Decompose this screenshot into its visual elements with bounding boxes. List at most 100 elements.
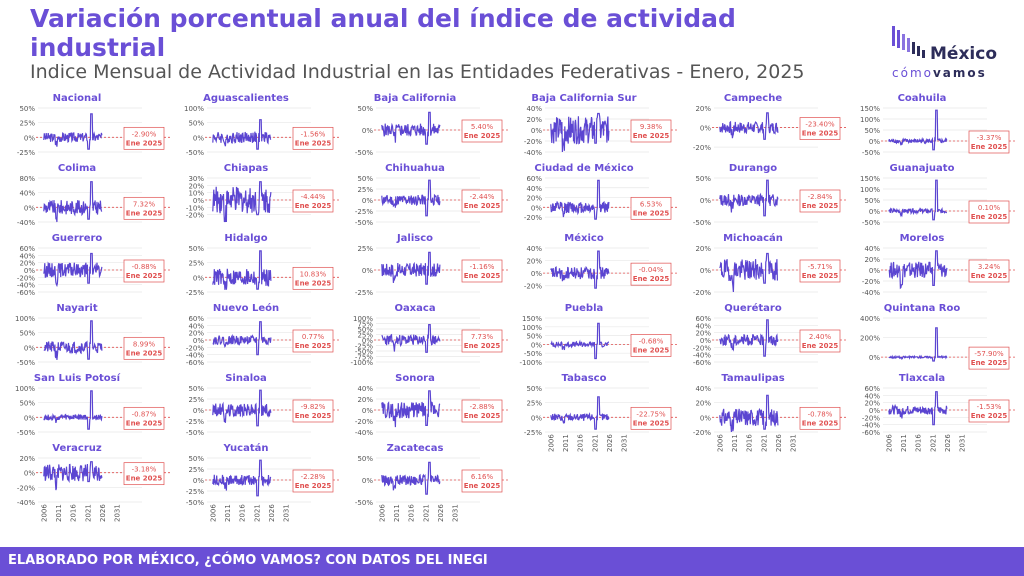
panel-16: Michoacán 20% 0% -20% -5.71%Ene 2025 — [693, 232, 846, 297]
last-value-label: -3.37% — [977, 134, 1002, 142]
y-tick-label: -20% — [186, 344, 204, 352]
series-line — [212, 250, 272, 290]
last-value-box — [292, 399, 334, 423]
x-tick-label: 2016 — [577, 434, 585, 452]
y-tick-label: -20% — [524, 283, 542, 291]
y-tick-label: -40% — [862, 289, 880, 297]
series-line — [719, 179, 779, 217]
panel-title: Nayarit — [56, 303, 97, 314]
last-value-label: 7.73% — [471, 333, 494, 341]
panel-title: Tabasco — [562, 373, 607, 384]
last-date-label: Ene 2025 — [126, 272, 163, 280]
y-tick-label: -50% — [355, 348, 373, 356]
series-line — [381, 251, 441, 285]
panel-title: Querétaro — [724, 302, 782, 314]
panel-title: Yucatán — [223, 442, 269, 454]
panel-17: Morelos 40% 20% 0% -20% -40% 3.24%Ene 2025 — [862, 233, 1015, 297]
y-tick-label: -20% — [693, 429, 711, 437]
y-tick-label: 25% — [526, 400, 542, 408]
x-tick-label: 2021 — [84, 504, 92, 522]
y-tick-label: 100% — [353, 315, 373, 323]
x-tick-label: 2016 — [746, 434, 754, 452]
last-date-label: Ene 2025 — [971, 143, 1008, 151]
panel-26: Sonora 40% 20% 0% -20% -40% -2.88%Ene 2025 — [355, 373, 508, 437]
last-date-label: Ene 2025 — [126, 139, 163, 147]
y-tick-label: -20% — [524, 138, 542, 146]
panel-31: Yucatán 50% 25% 0% -25% -50% 2006 2011 2016 2021 2… — [186, 442, 339, 522]
y-tick-label: 50% — [188, 120, 204, 128]
series-line — [212, 389, 272, 427]
x-tick-label: 2026 — [99, 504, 107, 522]
y-tick-label: -100% — [350, 359, 373, 367]
y-tick-label: 0% — [362, 337, 373, 345]
series-line — [212, 119, 272, 150]
x-tick-label: 2011 — [562, 434, 570, 452]
last-value-box — [799, 406, 841, 430]
last-value-label: 0.77% — [302, 333, 325, 341]
x-tick-label: 2021 — [591, 434, 599, 452]
last-date-label: Ene 2025 — [126, 349, 163, 357]
last-date-label: Ene 2025 — [802, 419, 839, 427]
y-tick-label: 0% — [700, 267, 711, 275]
panel-title: Jalisco — [396, 233, 433, 244]
last-value-box — [123, 406, 165, 430]
last-value-box — [292, 126, 334, 150]
last-date-label: Ene 2025 — [633, 346, 670, 354]
last-value-box — [123, 462, 165, 486]
y-tick-label: 0% — [24, 267, 35, 275]
last-value-box — [630, 262, 672, 286]
panel-title: Guanajuato — [890, 163, 955, 174]
x-tick-label: 2031 — [620, 434, 628, 452]
last-value-box — [461, 259, 503, 283]
y-tick-label: 50% — [864, 197, 880, 205]
series-line — [888, 327, 948, 362]
last-date-label: Ene 2025 — [971, 272, 1008, 280]
y-tick-label: -50% — [355, 149, 373, 157]
last-value-label: -23.40% — [805, 121, 835, 129]
y-tick-label: 400% — [860, 315, 880, 323]
y-tick-label: 40% — [526, 245, 542, 253]
panel-title: Puebla — [565, 303, 604, 314]
last-value-box — [968, 399, 1010, 423]
y-tick-label: -10% — [186, 204, 204, 212]
panel-title: Michoacán — [723, 232, 783, 244]
x-tick-label: 2011 — [393, 504, 401, 522]
y-tick-label: -50% — [524, 350, 542, 358]
last-value-label: -0.78% — [808, 410, 833, 418]
y-tick-label: 60% — [526, 175, 542, 183]
logo-sub-a: cómo — [892, 66, 933, 80]
last-value-box — [461, 189, 503, 213]
y-tick-label: 20% — [19, 455, 35, 463]
x-tick-label: 2021 — [253, 504, 261, 522]
y-tick-label: -50% — [186, 149, 204, 157]
y-tick-label: 0% — [193, 407, 204, 415]
last-date-label: Ene 2025 — [464, 272, 501, 280]
panel-8: Chihuahua 50% 25% 0% -25% -50% -2.44%Ene 2025 — [355, 163, 508, 227]
last-value-label: -2.28% — [301, 473, 326, 481]
x-tick-label: 2016 — [915, 434, 923, 452]
footer-bar: ELABORADO POR MÉXICO, ¿CÓMO VAMOS? CON D… — [0, 547, 1024, 576]
y-tick-label: 50% — [526, 385, 542, 393]
last-value-label: 10.83% — [300, 270, 327, 278]
y-tick-label: 0% — [362, 127, 373, 135]
y-tick-label: 50% — [357, 455, 373, 463]
logo-bars-icon — [892, 26, 925, 58]
y-tick-label: -50% — [355, 219, 373, 227]
y-tick-label: 20% — [695, 400, 711, 408]
y-tick-label: 20% — [864, 256, 880, 264]
y-tick-label: 0% — [24, 414, 35, 422]
y-tick-label: 200% — [860, 335, 880, 343]
last-date-label: Ene 2025 — [971, 412, 1008, 420]
last-value-label: 7.32% — [133, 200, 156, 208]
y-tick-label: 20% — [357, 396, 373, 404]
y-tick-label: 75% — [357, 321, 373, 329]
last-date-label: Ene 2025 — [633, 275, 670, 283]
y-tick-label: 0% — [700, 125, 711, 133]
y-tick-label: 40% — [864, 392, 880, 400]
panel-title: Campeche — [724, 93, 782, 104]
x-tick-label: 2011 — [731, 434, 739, 452]
y-tick-label: -50% — [862, 219, 880, 227]
panel-title: Sinaloa — [225, 373, 267, 384]
y-tick-label: 150% — [860, 175, 880, 183]
